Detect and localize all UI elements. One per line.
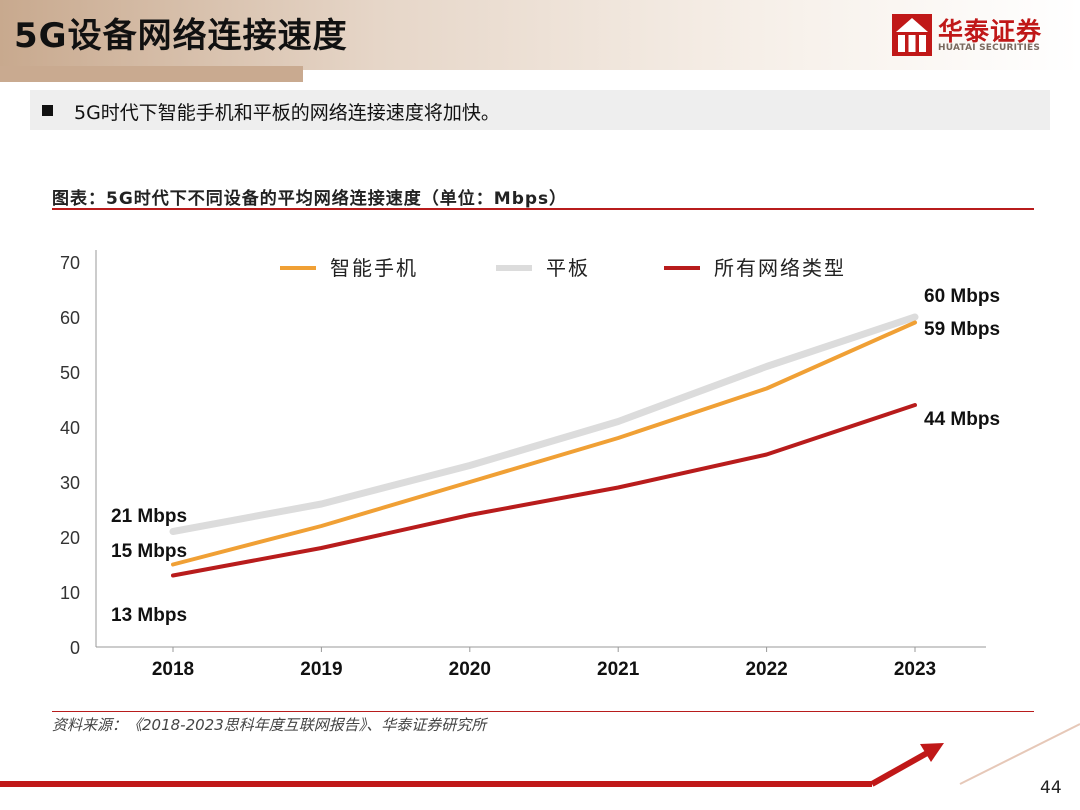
x-tick-label: 2018	[152, 659, 194, 680]
page-number: 44	[1040, 778, 1062, 798]
company-logo: 华泰证券 HUATAI SECURITIES	[892, 14, 1062, 60]
data-label: 13 Mbps	[111, 605, 187, 626]
series-line-1	[171, 320, 917, 567]
data-label: 15 Mbps	[111, 541, 187, 562]
y-tick-label: 0	[70, 638, 80, 658]
data-label: 21 Mbps	[111, 506, 187, 527]
y-tick-label: 30	[60, 473, 80, 493]
y-tick-label: 10	[60, 583, 80, 603]
chart-heading: 图表：5G时代下不同设备的平均网络连接速度（单位：Mbps）	[52, 189, 568, 209]
x-tick-label: 2019	[300, 659, 342, 680]
y-tick-label: 70	[60, 253, 80, 273]
title-accent-band	[0, 66, 303, 82]
x-tick-label: 2022	[745, 659, 787, 680]
legend-label: 所有网络类型	[714, 256, 846, 280]
y-tick-label: 50	[60, 363, 80, 383]
data-label: 60 Mbps	[924, 286, 1000, 307]
x-tick-label: 2020	[449, 659, 491, 680]
y-tick-label: 60	[60, 308, 80, 328]
series-line-2	[169, 313, 919, 535]
legend-label: 平板	[546, 256, 590, 280]
huatai-logo-icon	[892, 14, 932, 56]
legend-label: 智能手机	[330, 256, 418, 280]
y-tick-label: 40	[60, 418, 80, 438]
logo-name: 华泰证券	[938, 17, 1043, 46]
logo-english-name: HUATAI SECURITIES	[938, 43, 1041, 53]
summary-bullet: 5G时代下智能手机和平板的网络连接速度将加快。	[30, 90, 1050, 130]
heading-divider	[52, 208, 1034, 210]
series-line-3	[171, 403, 917, 578]
summary-text: 5G时代下智能手机和平板的网络连接速度将加快。	[74, 102, 500, 124]
source-note: 资料来源：《2018-2023思科年度互联网报告》、华泰证券研究所	[52, 716, 487, 734]
page-title: 5G设备网络连接速度	[14, 16, 348, 56]
y-tick-label: 20	[60, 528, 80, 548]
data-label: 44 Mbps	[924, 409, 1000, 430]
source-divider	[52, 711, 1034, 712]
x-tick-label: 2021	[597, 659, 640, 680]
data-label: 59 Mbps	[924, 319, 1000, 340]
bullet-square-icon	[42, 105, 53, 116]
x-tick-label: 2023	[894, 659, 936, 680]
